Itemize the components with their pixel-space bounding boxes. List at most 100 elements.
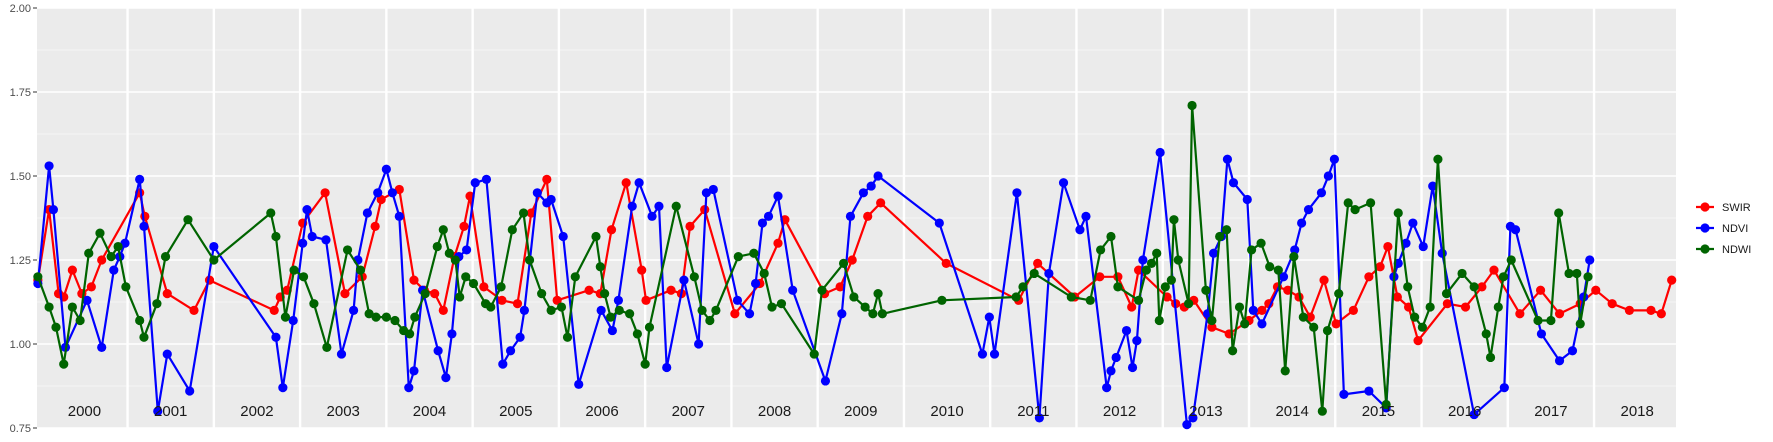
data-point-ndvi [97, 342, 107, 352]
year-label: 2012 [1103, 403, 1136, 420]
data-point-swir [552, 295, 562, 305]
data-point-ndwi [860, 302, 870, 312]
data-point-ndwi [1154, 315, 1164, 326]
data-point-swir [1207, 322, 1217, 332]
data-point-ndwi [1533, 315, 1543, 326]
data-point-ndvi [139, 221, 149, 231]
data-point-swir [1383, 241, 1393, 252]
data-point-ndwi [84, 248, 94, 258]
data-point-ndvi [298, 238, 308, 248]
data-point-swir [835, 282, 845, 292]
data-point-ndwi [364, 309, 374, 319]
data-point-ndvi [1182, 420, 1192, 430]
data-point-ndvi [1536, 329, 1547, 339]
data-point-ndvi [288, 315, 298, 326]
data-point-swir [438, 305, 448, 315]
data-point-ndvi [757, 218, 768, 228]
data-point-ndwi [152, 299, 162, 309]
data-point-ndwi [468, 278, 479, 289]
data-point-ndvi [135, 174, 145, 184]
series-layer [33, 100, 1677, 430]
data-point-ndvi [1228, 178, 1239, 188]
year-label: 2006 [585, 403, 618, 420]
data-point-ndvi [1469, 409, 1479, 420]
data-point-ndwi [95, 228, 105, 238]
year-label: 2011 [1017, 403, 1049, 420]
data-point-ndwi [1381, 399, 1391, 410]
data-point-ndvi [662, 362, 672, 373]
data-point-ndvi [1058, 178, 1069, 188]
data-point-ndvi [627, 201, 637, 211]
data-point-ndwi [1433, 154, 1443, 164]
data-point-ndvi [153, 406, 163, 416]
data-point-ndvi [989, 349, 1000, 359]
data-point-ndwi [371, 312, 381, 322]
data-point-ndvi [1081, 211, 1091, 221]
data-point-ndwi [496, 282, 506, 292]
data-point-ndwi [1280, 366, 1290, 376]
data-point-ndwi [1085, 295, 1095, 305]
data-point-ndwi [711, 305, 721, 315]
data-point-ndvi [433, 346, 443, 356]
data-point-swir [409, 275, 419, 285]
data-point-ndvi [1242, 194, 1252, 205]
data-point-ndvi [701, 188, 712, 198]
data-point-ndvi [1303, 205, 1314, 215]
data-point-swir [1319, 275, 1329, 285]
data-point-ndwi [1350, 205, 1360, 215]
data-point-ndvi [1121, 325, 1132, 336]
year-label: 2004 [413, 403, 446, 420]
data-point-ndwi [1546, 315, 1556, 326]
data-point-ndwi [868, 309, 878, 319]
data-point-ndvi [109, 265, 119, 275]
data-point-ndvi [1510, 225, 1521, 235]
data-point-swir [1656, 309, 1666, 319]
data-point-ndvi [373, 188, 383, 198]
data-point-ndwi [410, 312, 420, 322]
data-point-ndwi [1066, 292, 1076, 302]
data-point-ndwi [113, 241, 123, 252]
data-point-ndwi [507, 225, 517, 235]
data-point-ndwi [135, 315, 145, 326]
data-point-ndvi [654, 201, 664, 211]
legend-item-ndwi: NDWI [1696, 244, 1751, 256]
data-point-ndwi [486, 302, 496, 312]
data-point-ndwi [1334, 289, 1344, 299]
series-line-ndwi [36, 104, 1590, 413]
data-point-ndwi [1265, 262, 1275, 272]
data-point-ndvi [1257, 319, 1267, 329]
data-point-swir [1489, 265, 1499, 275]
data-point-ndwi [1240, 319, 1250, 329]
data-point-ndvi [596, 305, 606, 315]
data-point-ndwi [1410, 312, 1420, 322]
data-point-ndwi [632, 329, 642, 339]
data-point-ndvi [1102, 383, 1112, 393]
data-point-ndwi [1184, 299, 1194, 309]
legend-item-swir: SWIR [1696, 202, 1751, 214]
data-point-ndwi [1403, 282, 1413, 292]
data-point-ndwi [689, 272, 699, 282]
data-point-ndwi [1289, 252, 1299, 262]
data-point-ndvi [470, 178, 480, 188]
data-point-ndvi [1585, 255, 1595, 265]
data-point-ndvi [209, 241, 219, 252]
data-point-ndwi [1469, 282, 1479, 292]
data-point-ndwi [733, 252, 743, 262]
data-point-ndvi [1127, 362, 1138, 373]
data-point-ndvi [302, 205, 312, 215]
data-point-ndvi [1418, 241, 1428, 252]
data-point-ndwi [1317, 406, 1327, 416]
data-point-ndvi [574, 379, 584, 389]
data-point-ndvi [773, 191, 783, 201]
data-point-ndwi [1417, 322, 1427, 332]
data-point-ndwi [570, 272, 580, 282]
data-point-ndvi [1437, 248, 1447, 258]
data-point-ndwi [705, 315, 715, 326]
legend-key-point [1700, 202, 1710, 212]
data-point-ndvi [1188, 413, 1198, 423]
data-point-ndwi [280, 312, 291, 322]
data-point-swir [459, 221, 469, 231]
year-label: 2001 [154, 403, 187, 420]
data-point-ndwi [776, 299, 787, 309]
data-point-ndwi [644, 322, 655, 332]
